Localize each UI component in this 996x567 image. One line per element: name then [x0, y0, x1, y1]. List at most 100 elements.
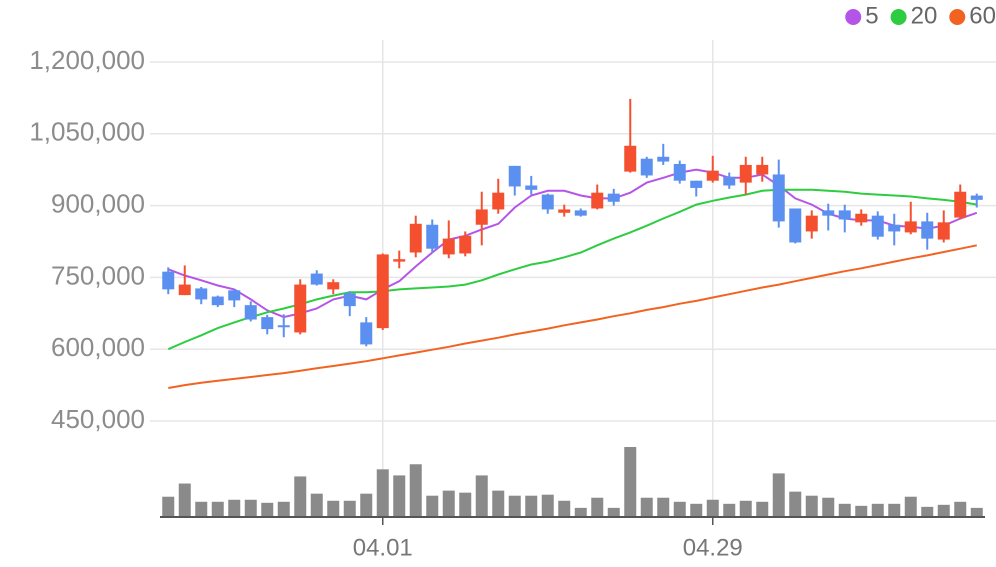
ma-line [167, 168, 978, 319]
candle-body [508, 165, 521, 187]
candle-body [739, 164, 752, 183]
volume-bar [624, 447, 637, 517]
candle-body [343, 293, 356, 307]
volume-bar [772, 473, 785, 517]
candle-body [162, 271, 175, 290]
volume-bar [591, 497, 604, 517]
volume-bar [508, 495, 521, 517]
volume-bar [657, 497, 670, 517]
candle-body [492, 192, 505, 210]
candle-body [376, 254, 389, 329]
x-tick-label: 04.29 [683, 534, 743, 561]
volume-bar [409, 464, 422, 517]
volume-bar [970, 507, 983, 517]
volume-bar [195, 501, 208, 517]
candle-body [970, 195, 983, 200]
volume-bar [277, 501, 290, 517]
volume-bar [739, 500, 752, 517]
candle-body [541, 194, 554, 210]
candle-body [888, 224, 901, 232]
volume-bar [426, 495, 439, 517]
candle-body [310, 273, 323, 285]
candle-body [805, 215, 818, 232]
volume-bar [756, 501, 769, 517]
legend-marker [845, 9, 862, 25]
x-tick-label: 04.01 [353, 534, 413, 561]
candle-body [195, 288, 208, 300]
volume-bar [723, 503, 736, 517]
candle-body [673, 163, 686, 181]
volume-bar [294, 476, 307, 517]
ma-line [168, 244, 978, 389]
volume-bar [558, 500, 571, 517]
volume-bar [574, 507, 587, 517]
candle-body [937, 222, 950, 240]
candle-body [475, 209, 488, 225]
volume-bar [211, 501, 224, 517]
volume-bar [360, 493, 373, 517]
candle-body [525, 185, 538, 190]
volume-bar [690, 503, 703, 517]
candle-body [756, 164, 769, 175]
volume-bar [607, 507, 620, 517]
volume-bar [954, 501, 967, 517]
volume-bar [921, 506, 934, 517]
candle-body [723, 176, 736, 186]
candle-body [244, 305, 257, 320]
volume-bar [376, 469, 389, 517]
candle-body [904, 221, 917, 233]
volume-bar [871, 503, 884, 517]
volume-bar [541, 494, 554, 517]
legend-marker [890, 9, 907, 25]
volume-bar [228, 499, 241, 517]
volume-bar [838, 503, 851, 517]
legend-label: 20 [911, 2, 938, 29]
y-tick-label: 900,000 [51, 188, 145, 218]
candle-body [409, 223, 422, 253]
volume-bar [937, 504, 950, 517]
candle-body [459, 235, 472, 254]
volume-bar [822, 497, 835, 517]
volume-bar [442, 490, 455, 517]
legend-marker [949, 9, 966, 25]
volume-bar [244, 499, 257, 517]
volume-bar [525, 495, 538, 517]
candle-body [921, 221, 934, 239]
candle-body [178, 284, 191, 296]
candle-body [574, 210, 587, 216]
candle-body [442, 238, 455, 255]
y-tick-label: 1,050,000 [29, 117, 145, 147]
candle-body [706, 170, 719, 181]
candle-body [690, 180, 703, 188]
volume-bar [178, 483, 191, 517]
y-tick-label: 450,000 [51, 404, 145, 434]
candle-body [871, 215, 884, 237]
y-tick-label: 600,000 [51, 332, 145, 362]
legend-label: 5 [865, 2, 878, 29]
candle-body [327, 282, 340, 290]
candle-body [558, 209, 571, 213]
volume-bar [855, 505, 868, 517]
candle-body [294, 284, 307, 333]
volume-bar [343, 500, 356, 517]
candle-body [657, 156, 670, 162]
candle-body [426, 224, 439, 249]
y-tick-label: 1,200,000 [29, 45, 145, 75]
volume-bar [640, 497, 653, 517]
volume-bar [475, 475, 488, 517]
candle-body [822, 210, 835, 216]
volume-bar [310, 493, 323, 517]
volume-bar [459, 492, 472, 517]
volume-bar [261, 502, 274, 517]
candle-body [211, 296, 224, 306]
candle-body [855, 213, 868, 223]
volume-bar [673, 501, 686, 517]
candle-body [277, 325, 290, 328]
candle-body [591, 192, 604, 209]
candle-body [360, 322, 373, 345]
legend-label: 60 [969, 2, 996, 29]
volume-bar [162, 496, 175, 517]
volume-bar [327, 500, 340, 517]
volume-bar [706, 499, 719, 517]
